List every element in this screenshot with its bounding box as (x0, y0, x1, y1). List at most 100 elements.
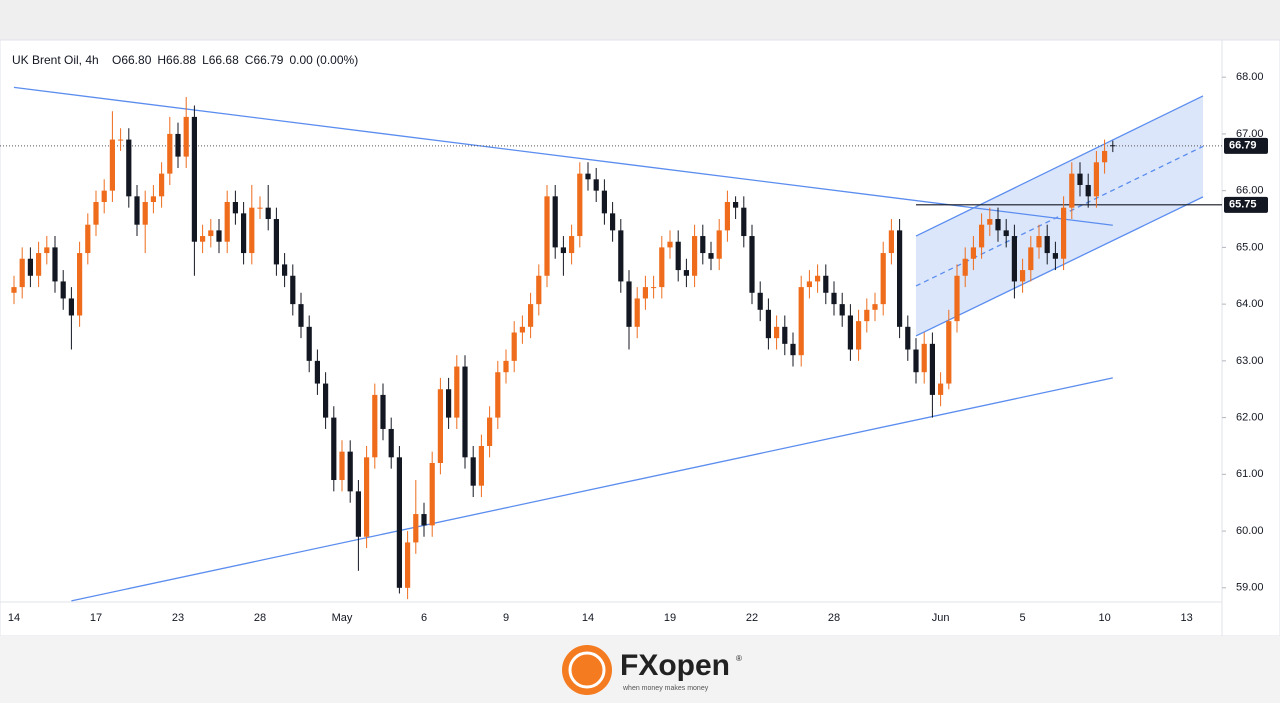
channel-middle (915, 145, 1204, 287)
candle-body (765, 309, 771, 339)
candle-body (626, 281, 632, 327)
candle-body (380, 394, 386, 429)
candle-body (536, 275, 542, 305)
x-tick-label: 22 (746, 612, 758, 624)
candle-body (1069, 173, 1075, 208)
candle-body (52, 247, 58, 282)
candle-body (183, 116, 189, 157)
candle-body (708, 253, 714, 259)
candle-body (979, 224, 985, 248)
candle-body (798, 287, 804, 356)
candle-body (864, 309, 870, 322)
candle-body (1052, 253, 1058, 259)
candle-body (601, 190, 607, 214)
candle-body (962, 258, 968, 276)
candle-body (257, 207, 263, 209)
x-tick-label: 14 (582, 612, 594, 624)
x-tick-label: 23 (172, 612, 184, 624)
candle-body (306, 326, 312, 361)
y-tick-label: 59.00 (1236, 582, 1264, 594)
candle-body (191, 116, 197, 242)
candle-body (831, 292, 837, 305)
x-tick-label: 14 (8, 612, 20, 624)
header-value: 0.00 (0.00%) (289, 53, 358, 67)
candle-body (905, 326, 911, 350)
candle-body (347, 451, 353, 492)
x-tick-label: 19 (664, 612, 676, 624)
candle-body (1020, 270, 1026, 282)
candle-body (675, 241, 681, 271)
candle-body (437, 389, 443, 463)
y-tick-label: 63.00 (1236, 355, 1264, 367)
candle-body (282, 264, 288, 276)
logo-tagline: when money makes money (622, 685, 709, 692)
candle-body (478, 445, 484, 486)
trendline (13, 86, 1113, 226)
candle-body (577, 173, 583, 237)
candle-body (216, 230, 222, 242)
x-tick-label: 5 (1020, 612, 1026, 624)
candle-body (733, 202, 739, 208)
candle-body (987, 219, 993, 225)
last-price-tag: 66.79 (1229, 140, 1257, 152)
candle-body (77, 253, 83, 316)
candle-body (429, 462, 435, 526)
candle-body (503, 360, 509, 373)
candle-body (167, 133, 173, 174)
candle-body (716, 230, 722, 259)
candle-body (134, 196, 140, 225)
candle-body (495, 372, 501, 418)
candle-body (1102, 150, 1108, 163)
candle-body (150, 196, 156, 202)
y-tick-label: 66.00 (1236, 185, 1264, 197)
candle-body (782, 326, 788, 344)
candle-body (1003, 230, 1009, 237)
candle-body (815, 275, 821, 282)
candle-body (85, 224, 91, 254)
candle-body (823, 275, 829, 293)
candle-body (232, 202, 238, 214)
trendline (71, 377, 1113, 602)
candle-body (339, 451, 345, 481)
candle-body (749, 236, 755, 293)
candle-body (790, 343, 796, 356)
candle-body (1110, 145, 1116, 147)
x-tick-label: Jun (932, 612, 950, 624)
candle-body (856, 321, 862, 350)
candle-body (954, 275, 960, 322)
candle-body (585, 173, 591, 180)
candle-body (454, 366, 460, 418)
candle-body (1061, 207, 1067, 259)
candle-body (331, 417, 337, 481)
candle-body (667, 241, 673, 248)
candle-body (36, 253, 42, 276)
candle-body (880, 253, 886, 305)
candle-body (544, 196, 550, 276)
candle-body (683, 270, 689, 276)
candle-body (806, 281, 812, 288)
candle-body (19, 258, 25, 288)
candle-body (724, 202, 730, 231)
candle-body (290, 275, 296, 305)
y-tick-label: 68.00 (1236, 71, 1264, 83)
logo-icon-ring (568, 651, 606, 689)
candle-body (27, 258, 33, 276)
candle-body (938, 383, 944, 395)
x-tick-label: 10 (1098, 612, 1110, 624)
candle-body (388, 428, 394, 458)
candle-body (323, 383, 329, 418)
x-tick-label: 13 (1180, 612, 1192, 624)
candle-body (298, 304, 304, 327)
logo-mark: ® (736, 654, 742, 663)
candle-body (93, 202, 99, 225)
y-tick-label: 60.00 (1236, 525, 1264, 537)
candle-body (569, 236, 575, 254)
candle-body (741, 207, 747, 237)
candle-body (109, 139, 115, 191)
candle-body (970, 247, 976, 259)
candle-body (1028, 247, 1034, 271)
candle-body (200, 236, 206, 242)
candle-body (511, 332, 517, 361)
candle-body (273, 219, 279, 265)
